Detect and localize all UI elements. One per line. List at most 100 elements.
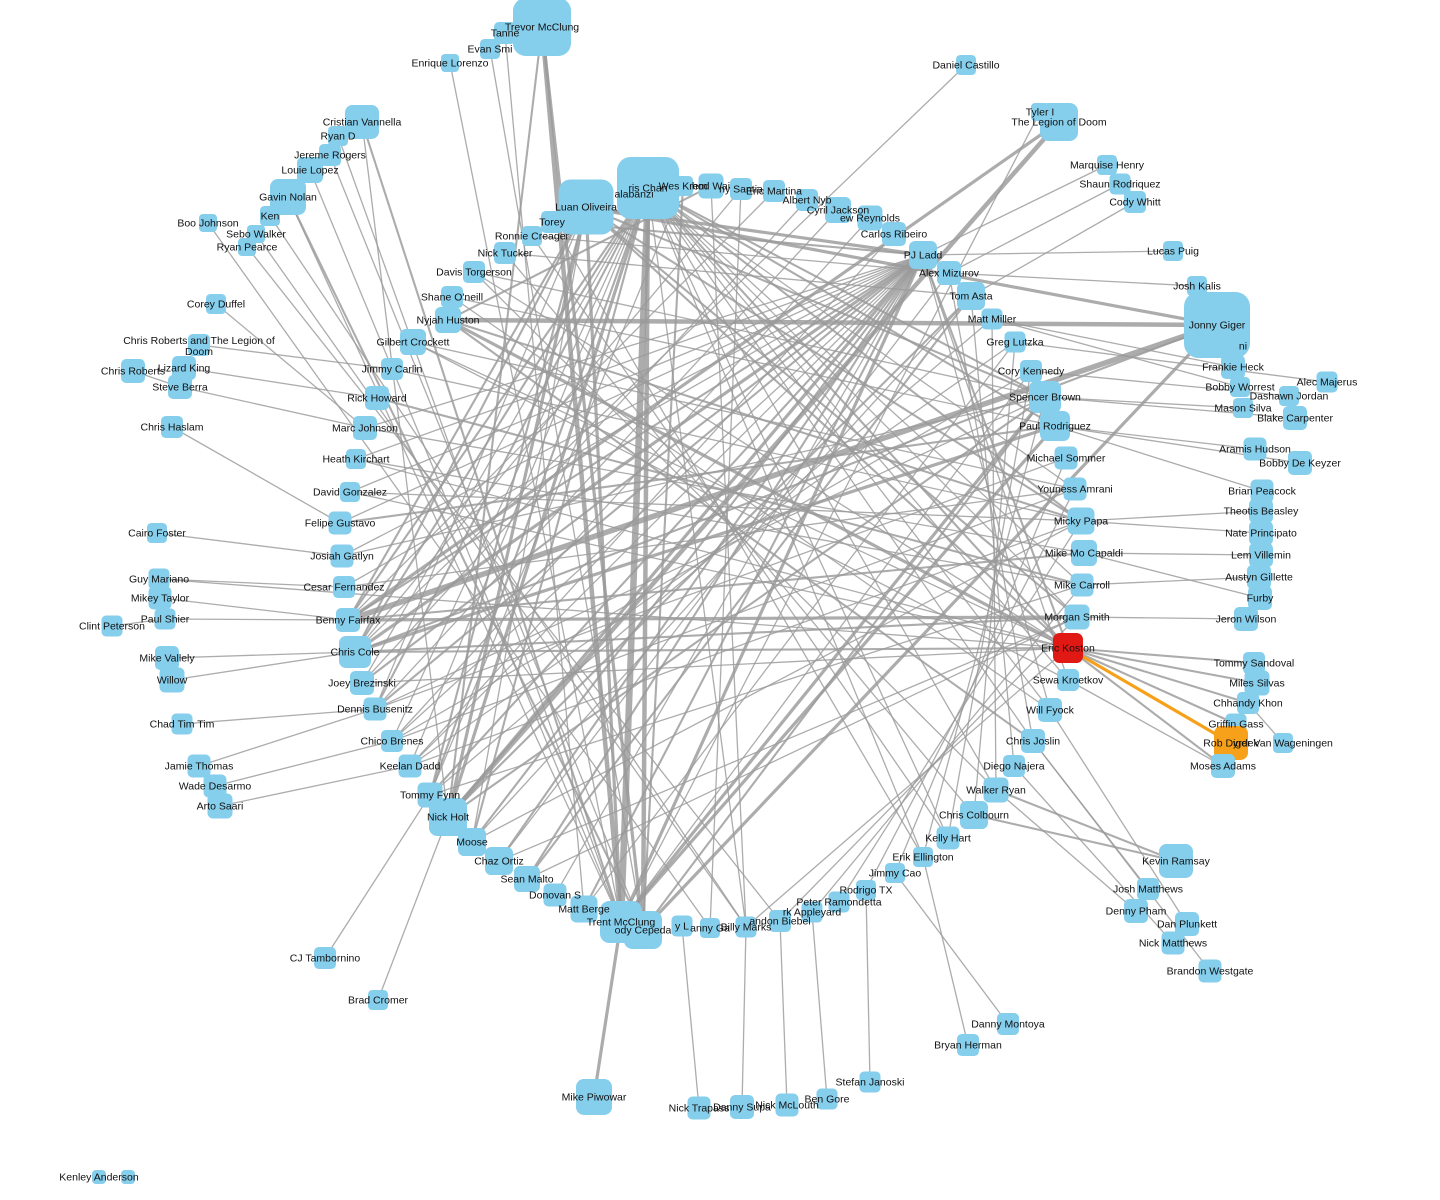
node-gilbert-crockett[interactable]	[400, 329, 426, 355]
node-moose[interactable]	[458, 828, 486, 856]
node-walker-ryan[interactable]	[983, 777, 1009, 803]
node-sewa-kroetkov[interactable]	[1057, 669, 1079, 691]
node-erik-ellington[interactable]	[913, 847, 933, 867]
node-tommy-sandoval[interactable]	[1243, 652, 1265, 674]
node-rob-dyrdek[interactable]	[1214, 726, 1248, 760]
node-mason-silva[interactable]	[1233, 398, 1253, 418]
node-stefan-janoski[interactable]	[859, 1071, 881, 1093]
node-josh-matthews[interactable]	[1137, 878, 1159, 900]
node-manny-santiago[interactable]	[730, 178, 752, 200]
node-dan-plunkett[interactable]	[1175, 912, 1199, 936]
node-kenley-anderson-2[interactable]	[121, 1170, 135, 1184]
node-chris-roberts-lod[interactable]	[188, 334, 210, 356]
node-jody-l[interactable]	[671, 915, 693, 937]
node-mike-vallely[interactable]	[155, 646, 179, 670]
node-tanner[interactable]	[494, 22, 516, 44]
node-enrique-lorenzo[interactable]	[441, 54, 459, 72]
node-louie-lopez[interactable]	[297, 157, 323, 183]
node-alex-mizurov[interactable]	[937, 261, 961, 285]
node-micky-papa[interactable]	[1067, 507, 1095, 535]
node-cristian-vannella[interactable]	[345, 105, 379, 139]
node-joey-brezinski[interactable]	[350, 671, 374, 695]
node-shane-oneill[interactable]	[441, 286, 463, 308]
node-sean-malto[interactable]	[514, 866, 540, 892]
node-bobby-worrest[interactable]	[1230, 377, 1250, 397]
node-lucas-puig[interactable]	[1163, 241, 1183, 261]
node-evan-smith[interactable]	[480, 39, 500, 59]
node-kelly-hart[interactable]	[936, 826, 960, 850]
node-eric-koston[interactable]	[1053, 633, 1083, 663]
node-ishod-wair[interactable]	[698, 173, 724, 199]
node-daniel-castillo[interactable]	[956, 55, 976, 75]
node-chhandy-khon[interactable]	[1237, 692, 1259, 714]
node-andrew-reynolds[interactable]	[857, 205, 883, 231]
node-nick-holt[interactable]	[429, 798, 467, 836]
node-albert-nyberg[interactable]	[796, 189, 818, 211]
node-ken[interactable]	[260, 206, 280, 226]
node-kevin-ramsay[interactable]	[1159, 844, 1193, 878]
node-greg-lutzka[interactable]	[1004, 331, 1026, 353]
node-chaz-ortiz[interactable]	[485, 847, 513, 875]
node-cesar-fernandez[interactable]	[333, 576, 355, 598]
node-nick-matthews[interactable]	[1161, 931, 1185, 955]
node-ben-gore[interactable]	[816, 1088, 838, 1110]
node-luan-oliveira[interactable]	[558, 179, 614, 235]
node-josiah-gatlyn[interactable]	[330, 544, 354, 568]
node-carlos-ribeiro[interactable]	[882, 222, 906, 246]
node-benny-fairfax[interactable]	[336, 608, 360, 632]
node-nick-mclouth[interactable]	[775, 1093, 799, 1117]
node-willow[interactable]	[159, 667, 185, 693]
node-furby[interactable]	[1248, 586, 1272, 610]
node-rick-howard[interactable]	[365, 386, 389, 410]
node-kenley-anderson[interactable]	[92, 1170, 106, 1184]
node-brad-cromer[interactable]	[368, 990, 388, 1010]
node-tom-asta[interactable]	[957, 282, 985, 310]
node-jamie-thomas[interactable]	[187, 754, 211, 778]
node-cody-whitt[interactable]	[1124, 191, 1146, 213]
node-brandon-biebel[interactable]	[769, 910, 791, 932]
node-brian-peacock[interactable]	[1250, 479, 1274, 503]
node-bobby-de-keyzer[interactable]	[1288, 451, 1312, 475]
node-danny-garcia[interactable]	[700, 918, 720, 938]
node-ryan-pearce[interactable]	[238, 238, 256, 256]
node-diego-najera[interactable]	[1003, 755, 1025, 777]
node-cj-tambornino[interactable]	[314, 947, 336, 969]
node-heath-kirchart[interactable]	[346, 449, 366, 469]
node-paul-shier[interactable]	[154, 608, 176, 630]
node-legion-of-doom[interactable]	[1040, 103, 1078, 141]
node-marc-johnson[interactable]	[353, 416, 377, 440]
node-chico-brenes[interactable]	[381, 730, 403, 752]
node-chris-colbourn[interactable]	[960, 801, 988, 829]
node-moses-adams[interactable]	[1211, 754, 1235, 778]
node-brandon-westgate[interactable]	[1198, 959, 1222, 983]
node-felipe-gustavo[interactable]	[328, 511, 352, 535]
node-spencer-brown[interactable]	[1029, 381, 1061, 413]
node-chris-haslam[interactable]	[161, 416, 183, 438]
node-morgan-smith[interactable]	[1064, 604, 1090, 630]
node-pj-ladd[interactable]	[909, 241, 937, 269]
node-chris-chann[interactable]	[617, 157, 679, 219]
node-shaun-rodriquez[interactable]	[1109, 173, 1131, 195]
node-ryan-d[interactable]	[328, 126, 348, 146]
node-jimmy-cao[interactable]	[885, 863, 905, 883]
node-marquise-henry[interactable]	[1097, 155, 1117, 175]
node-dashawn-jordan[interactable]	[1279, 386, 1299, 406]
node-guy-mariano[interactable]	[148, 568, 170, 590]
node-danny-montoya[interactable]	[997, 1013, 1019, 1035]
node-paul-rodriguez[interactable]	[1040, 411, 1070, 441]
node-theotis-beasley[interactable]	[1249, 499, 1273, 523]
node-danny-supa[interactable]	[730, 1095, 754, 1119]
node-clint-peterson[interactable]	[101, 615, 123, 637]
node-youness-amrani[interactable]	[1063, 477, 1087, 501]
node-mark-appleyard[interactable]	[801, 901, 823, 923]
node-eric-martina[interactable]	[763, 180, 785, 202]
node-jereme-rogers[interactable]	[319, 144, 341, 166]
node-dennis-busenitz[interactable]	[363, 697, 387, 721]
node-billy-marks[interactable]	[735, 916, 757, 938]
node-blake-carpenter[interactable]	[1283, 406, 1307, 430]
node-donovan-strain[interactable]	[543, 883, 567, 907]
node-jimmy-carlin[interactable]	[381, 358, 403, 380]
node-mike-carroll[interactable]	[1070, 573, 1094, 597]
node-alec-majerus[interactable]	[1316, 371, 1338, 393]
node-davis-torgerson[interactable]	[463, 261, 485, 283]
